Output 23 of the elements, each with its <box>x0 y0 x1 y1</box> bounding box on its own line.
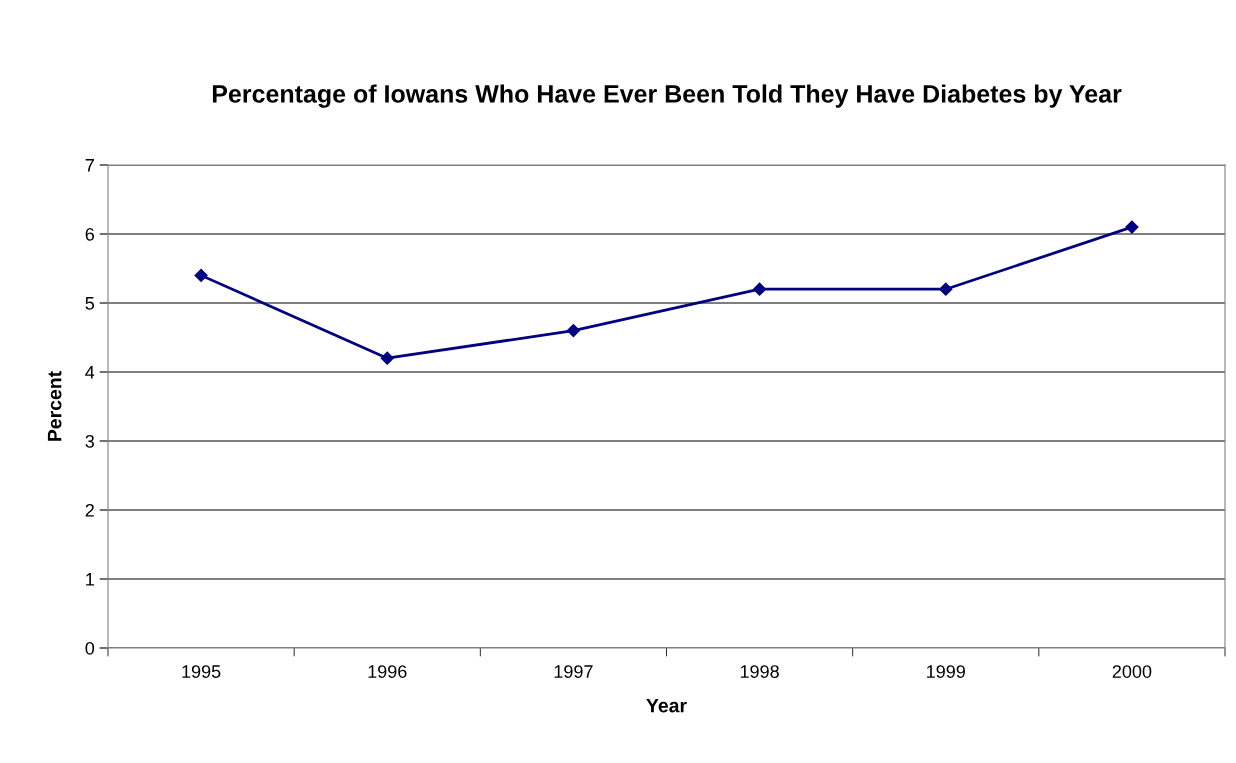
y-tick-label: 0 <box>85 641 95 655</box>
y-tick-label: 4 <box>85 366 95 379</box>
y-tick-label: 6 <box>85 227 95 241</box>
point <box>380 351 394 365</box>
point <box>752 282 767 296</box>
point <box>939 282 953 296</box>
y-tick-label: 5 <box>85 297 95 310</box>
y-tick-label: 7 <box>85 159 94 172</box>
x-tick-label: 2000 <box>1112 665 1152 678</box>
x-tick-label: 1997 <box>554 665 593 678</box>
point <box>566 324 581 338</box>
point <box>194 268 208 282</box>
y-tick-label: 1 <box>86 573 94 586</box>
y-tick-label: 3 <box>85 434 95 448</box>
x-tick-label: 1995 <box>182 665 221 678</box>
y-tick-label: 2 <box>85 503 94 517</box>
x-axis-title: Year <box>646 698 687 713</box>
x-tick-label: 1998 <box>740 665 779 678</box>
x-tick-label: 1996 <box>368 665 407 678</box>
y-axis-title: Percent <box>47 371 62 441</box>
point <box>1125 220 1139 234</box>
chart-title: Percentage of Iowans Who Have Ever Been Told They Have Diabetes by Year <box>212 84 1122 108</box>
x-tick-label: 1999 <box>927 665 965 678</box>
